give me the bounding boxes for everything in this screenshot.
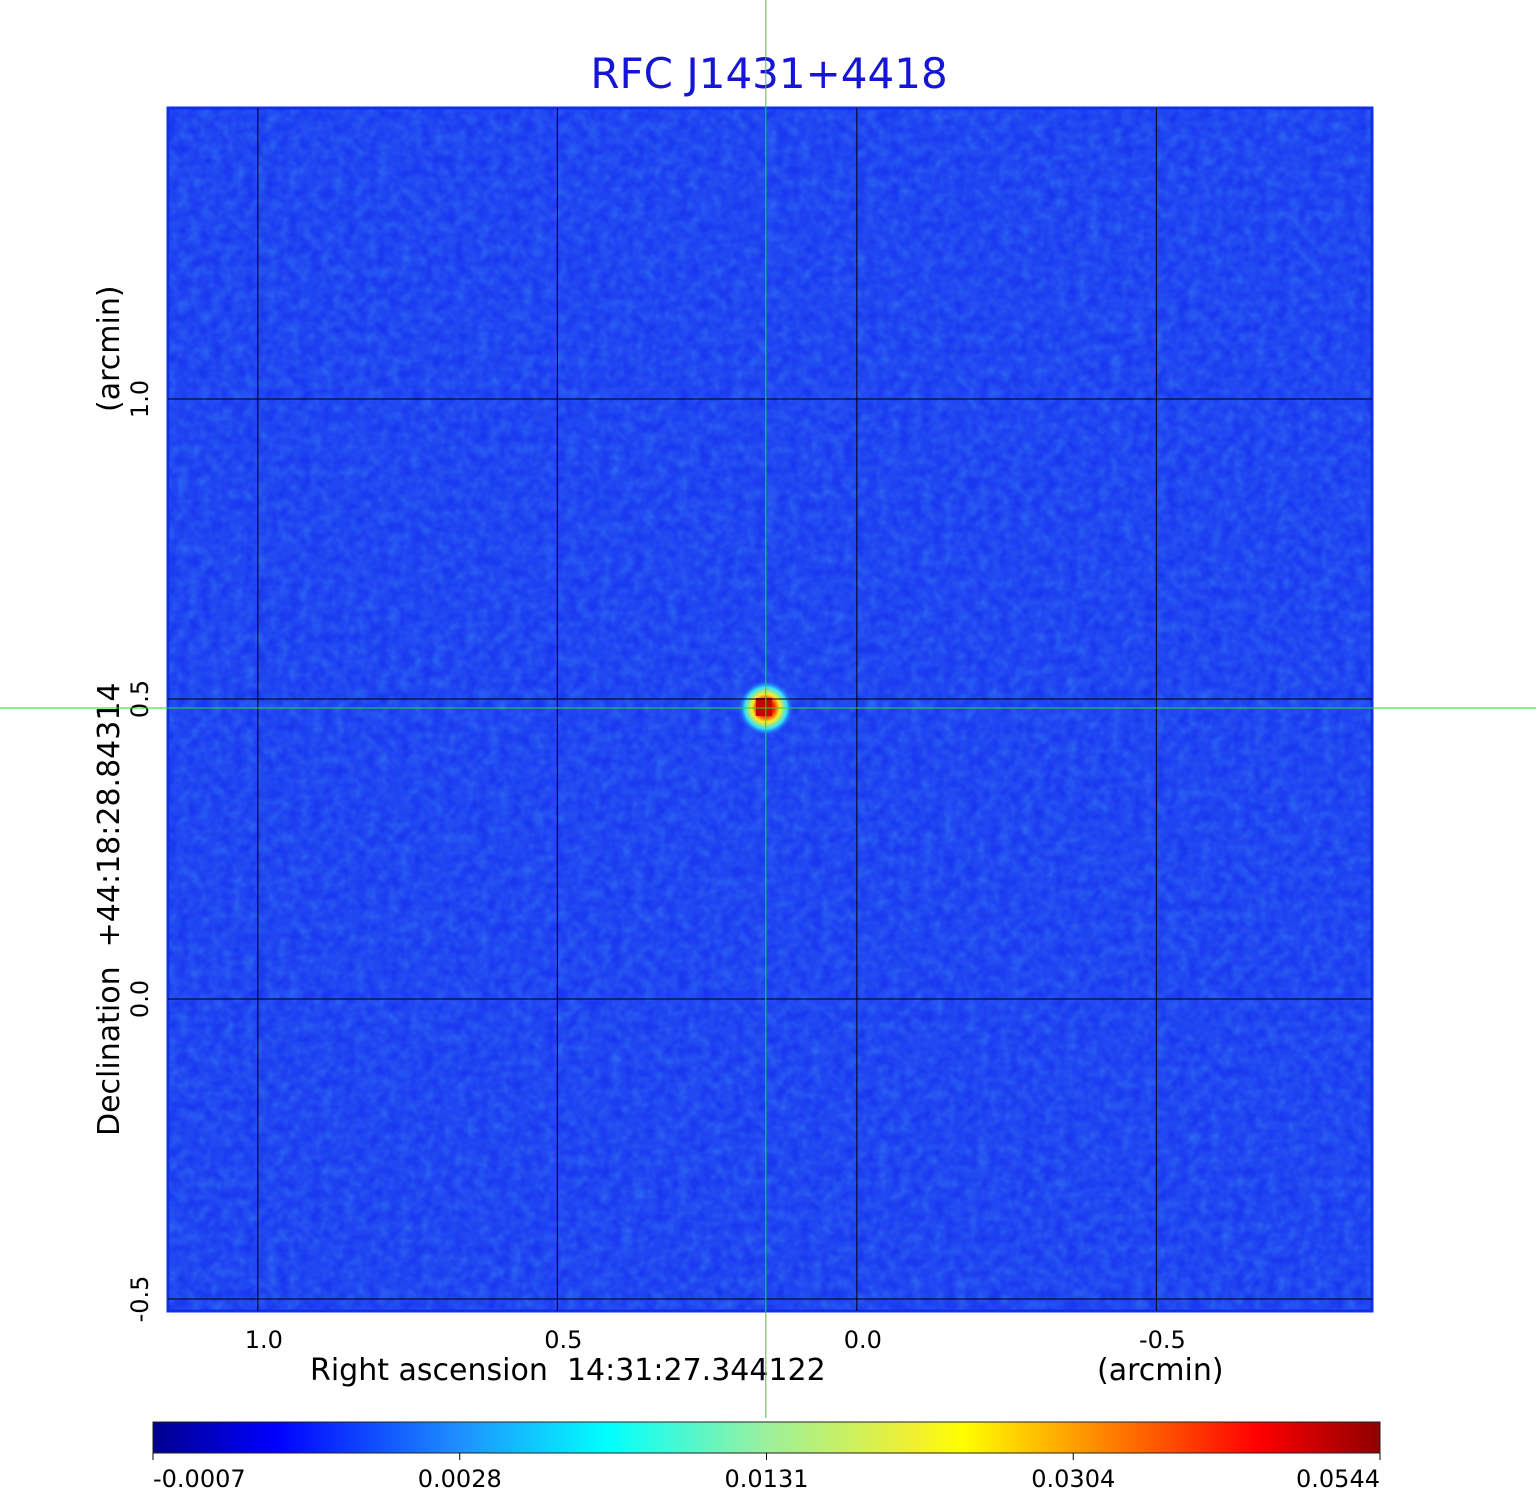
colorbar-tick-label: 0.0544 — [1296, 1465, 1380, 1493]
colorbar-tick-label: 0.0028 — [418, 1465, 502, 1493]
chart-title: RFC J1431+4418 — [590, 49, 947, 98]
y-axis-label: Declination +44:18:28.84314 — [92, 682, 127, 1136]
source-core — [755, 698, 772, 716]
y-axis-unit: (arcmin) — [92, 285, 127, 412]
y-tick-label: 0.5 — [126, 680, 154, 718]
x-tick-label: 0.5 — [544, 1326, 582, 1354]
x-axis-label: Right ascension 14:31:27.344122 — [310, 1353, 826, 1388]
x-tick-label: 0.0 — [844, 1326, 882, 1354]
colorbar — [152, 1421, 1381, 1454]
x-tick-label: -0.5 — [1139, 1326, 1186, 1354]
x-tick-label: 1.0 — [245, 1326, 283, 1354]
x-axis-unit: (arcmin) — [1097, 1353, 1224, 1388]
image-frame — [166, 106, 1374, 1313]
colorbar-tick-label: 0.0304 — [1031, 1465, 1115, 1493]
y-tick-label: 1.0 — [126, 380, 154, 418]
y-tick-label: 0.0 — [126, 980, 154, 1018]
y-tick-label: -0.5 — [126, 1276, 154, 1323]
colorbar-tick-label: 0.0131 — [725, 1465, 809, 1493]
colorbar-tick-label: -0.0007 — [153, 1465, 246, 1493]
